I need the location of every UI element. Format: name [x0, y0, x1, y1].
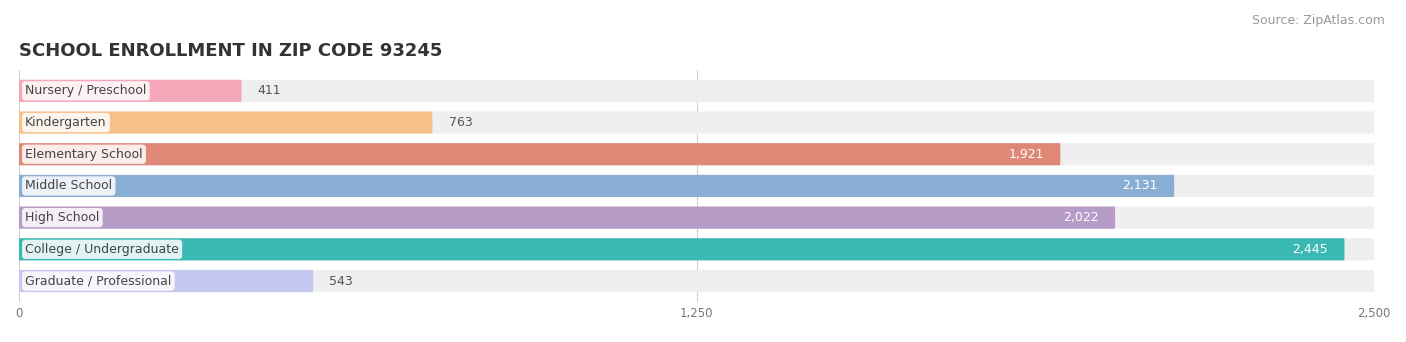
Text: 2,022: 2,022: [1063, 211, 1099, 224]
Text: 763: 763: [449, 116, 472, 129]
Text: 1,921: 1,921: [1008, 148, 1045, 161]
Text: Elementary School: Elementary School: [25, 148, 143, 161]
FancyBboxPatch shape: [18, 270, 314, 292]
FancyBboxPatch shape: [18, 111, 433, 134]
Text: High School: High School: [25, 211, 100, 224]
FancyBboxPatch shape: [18, 207, 1374, 229]
Text: 543: 543: [329, 275, 353, 288]
Text: SCHOOL ENROLLMENT IN ZIP CODE 93245: SCHOOL ENROLLMENT IN ZIP CODE 93245: [18, 42, 441, 60]
FancyBboxPatch shape: [18, 80, 242, 102]
FancyBboxPatch shape: [18, 238, 1374, 260]
Text: 411: 411: [257, 84, 281, 97]
FancyBboxPatch shape: [18, 80, 1374, 102]
FancyBboxPatch shape: [18, 270, 1374, 292]
Text: Kindergarten: Kindergarten: [25, 116, 107, 129]
Text: Graduate / Professional: Graduate / Professional: [25, 275, 172, 288]
Text: Source: ZipAtlas.com: Source: ZipAtlas.com: [1251, 14, 1385, 27]
FancyBboxPatch shape: [18, 238, 1344, 260]
FancyBboxPatch shape: [18, 143, 1374, 165]
Text: 2,131: 2,131: [1122, 180, 1159, 193]
FancyBboxPatch shape: [18, 175, 1374, 197]
FancyBboxPatch shape: [18, 207, 1115, 229]
Text: College / Undergraduate: College / Undergraduate: [25, 243, 179, 256]
FancyBboxPatch shape: [18, 175, 1174, 197]
Text: Nursery / Preschool: Nursery / Preschool: [25, 84, 146, 97]
Text: 2,445: 2,445: [1292, 243, 1329, 256]
Text: Middle School: Middle School: [25, 180, 112, 193]
FancyBboxPatch shape: [18, 111, 1374, 134]
FancyBboxPatch shape: [18, 143, 1060, 165]
